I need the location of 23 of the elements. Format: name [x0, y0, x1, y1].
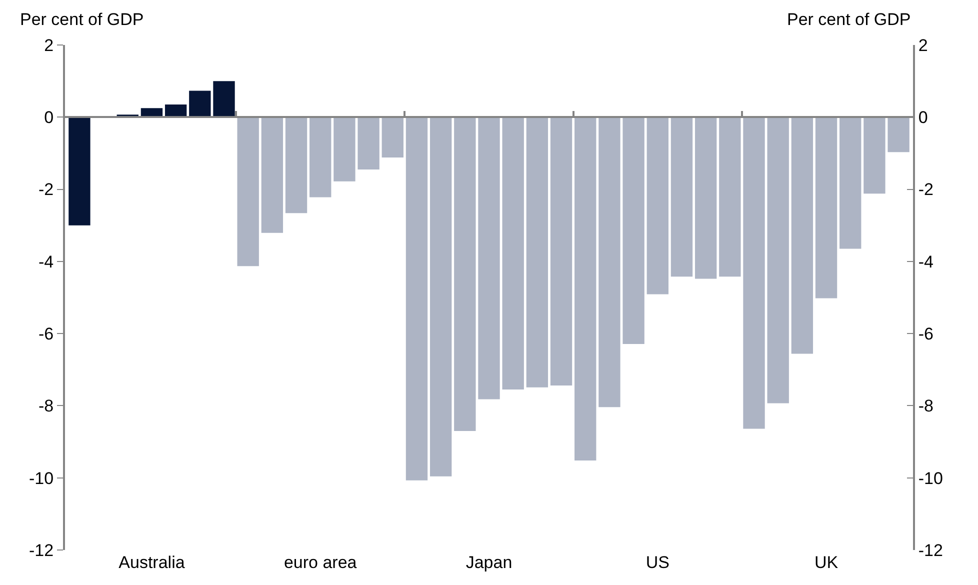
y2-tick-label: 0	[918, 108, 928, 128]
y-tick-label: -6	[38, 324, 54, 344]
y2-tick-label: 2	[918, 36, 928, 55]
y2-tick-label: -8	[918, 396, 934, 416]
x-tick-label: US	[646, 553, 670, 572]
x-tick-label: Australia	[118, 553, 186, 572]
x-tick-label: euro area	[284, 553, 358, 572]
y-tick-label: 2	[44, 36, 54, 55]
y-tick-label: -12	[29, 540, 54, 560]
y-tick-label: 0	[44, 108, 54, 128]
y-tick-label: -10	[29, 468, 54, 488]
x-tick-label: Japan	[466, 553, 512, 572]
y-tick-label: -8	[38, 396, 54, 416]
y2-axis-title: Per cent of GDP	[787, 10, 911, 29]
y2-tick-label: -2	[918, 180, 934, 200]
y2-tick-label: -10	[918, 468, 943, 488]
y-tick-label: -4	[38, 252, 54, 272]
y-axis-title: Per cent of GDP	[20, 10, 144, 29]
y2-tick-label: -12	[918, 540, 943, 560]
y-tick-label: -2	[38, 180, 54, 200]
y2-tick-label: -4	[918, 252, 934, 272]
x-tick-label: UK	[814, 553, 839, 572]
y2-tick-label: -6	[918, 324, 934, 344]
